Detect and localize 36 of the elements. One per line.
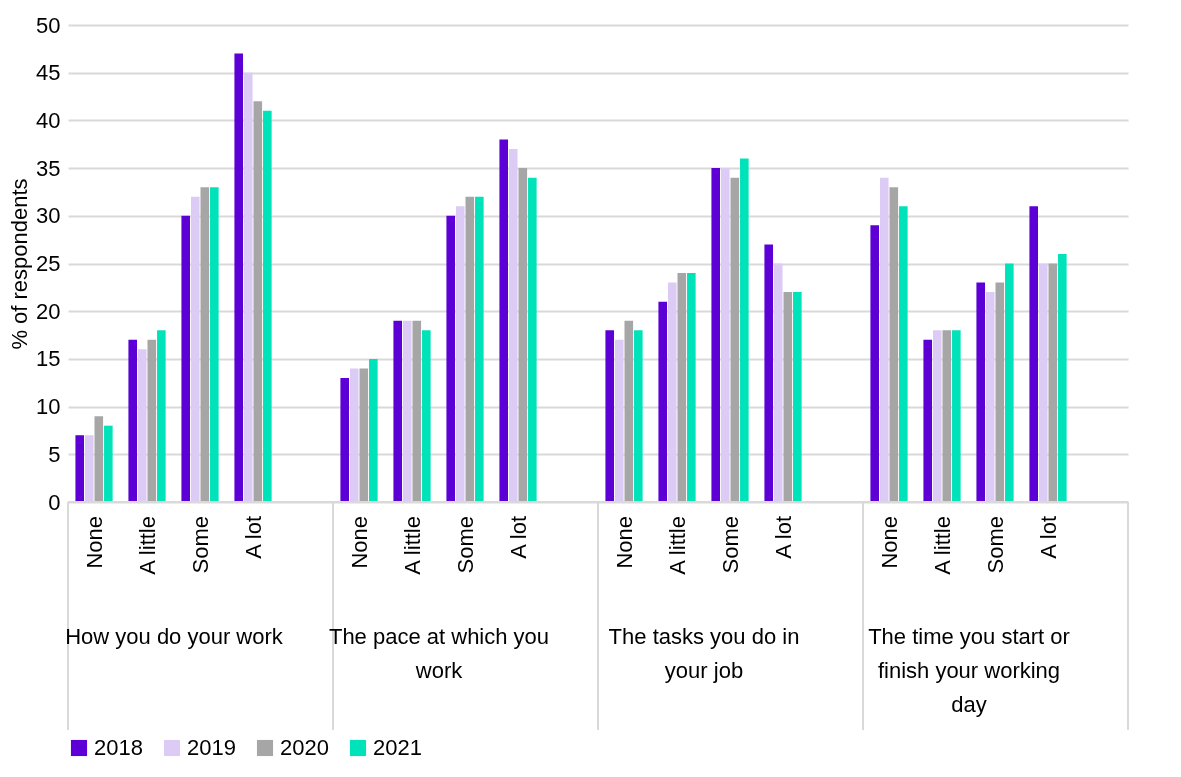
x-tick-label: None <box>876 516 902 569</box>
y-tick-label: 20 <box>36 298 61 324</box>
y-tick-label: 15 <box>36 346 61 372</box>
x-tick-label: None <box>81 516 107 569</box>
x-tick-label: None <box>611 516 637 569</box>
y-axis-title: % of respondents <box>7 178 33 350</box>
y-tick-label: 10 <box>36 394 61 420</box>
x-tick-label: Some <box>982 516 1008 574</box>
y-tick-label: 50 <box>36 12 61 38</box>
y-tick-label: 0 <box>48 489 61 515</box>
x-tick-label: None <box>346 516 372 569</box>
text: The time you start or finish your working day <box>868 624 1070 717</box>
x-tick-label: A little <box>929 516 955 575</box>
y-tick-label: 25 <box>36 251 61 276</box>
x-tick-label: A little <box>134 516 160 575</box>
x-tick-label: A little <box>664 516 690 575</box>
x-tick-label: A lot <box>1035 516 1061 559</box>
x-tick-label: A lot <box>505 516 531 559</box>
y-tick-label: 45 <box>36 60 61 86</box>
x-tick-label: Some <box>187 516 213 574</box>
x-tick-label: Some <box>452 516 478 574</box>
legend-label: 2020 <box>280 735 329 760</box>
text: The pace at which you work <box>328 624 550 683</box>
y-tick-label: 5 <box>48 441 61 467</box>
x-tick-label: A lot <box>240 516 266 559</box>
x-tick-label: A little <box>399 516 425 575</box>
y-tick-label: 30 <box>36 203 61 229</box>
legend-label: 2019 <box>187 735 236 760</box>
legend-label: 2018 <box>94 735 143 760</box>
x-tick-label: A lot <box>770 516 796 559</box>
legend-label: 2021 <box>373 735 422 760</box>
text: The tasks you do in your job <box>608 624 800 683</box>
y-tick-label: 35 <box>36 155 61 181</box>
text: How you do your work <box>65 624 284 649</box>
x-tick-label: Some <box>717 516 743 574</box>
y-tick-label: 40 <box>36 107 61 133</box>
